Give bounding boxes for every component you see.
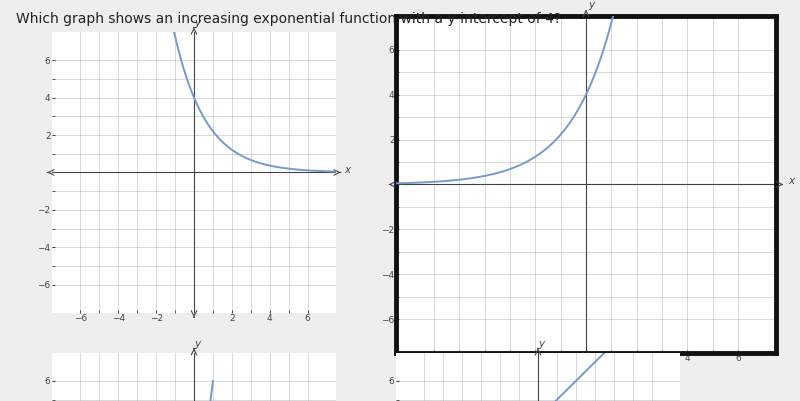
Text: y: y xyxy=(588,0,594,10)
Text: x: x xyxy=(344,165,350,174)
Text: y: y xyxy=(538,338,545,348)
Text: y: y xyxy=(194,338,201,348)
Text: x: x xyxy=(788,176,794,186)
Text: Which graph shows an increasing exponential function with a y-intercept of 4?: Which graph shows an increasing exponent… xyxy=(16,12,561,26)
Text: y: y xyxy=(194,18,201,28)
